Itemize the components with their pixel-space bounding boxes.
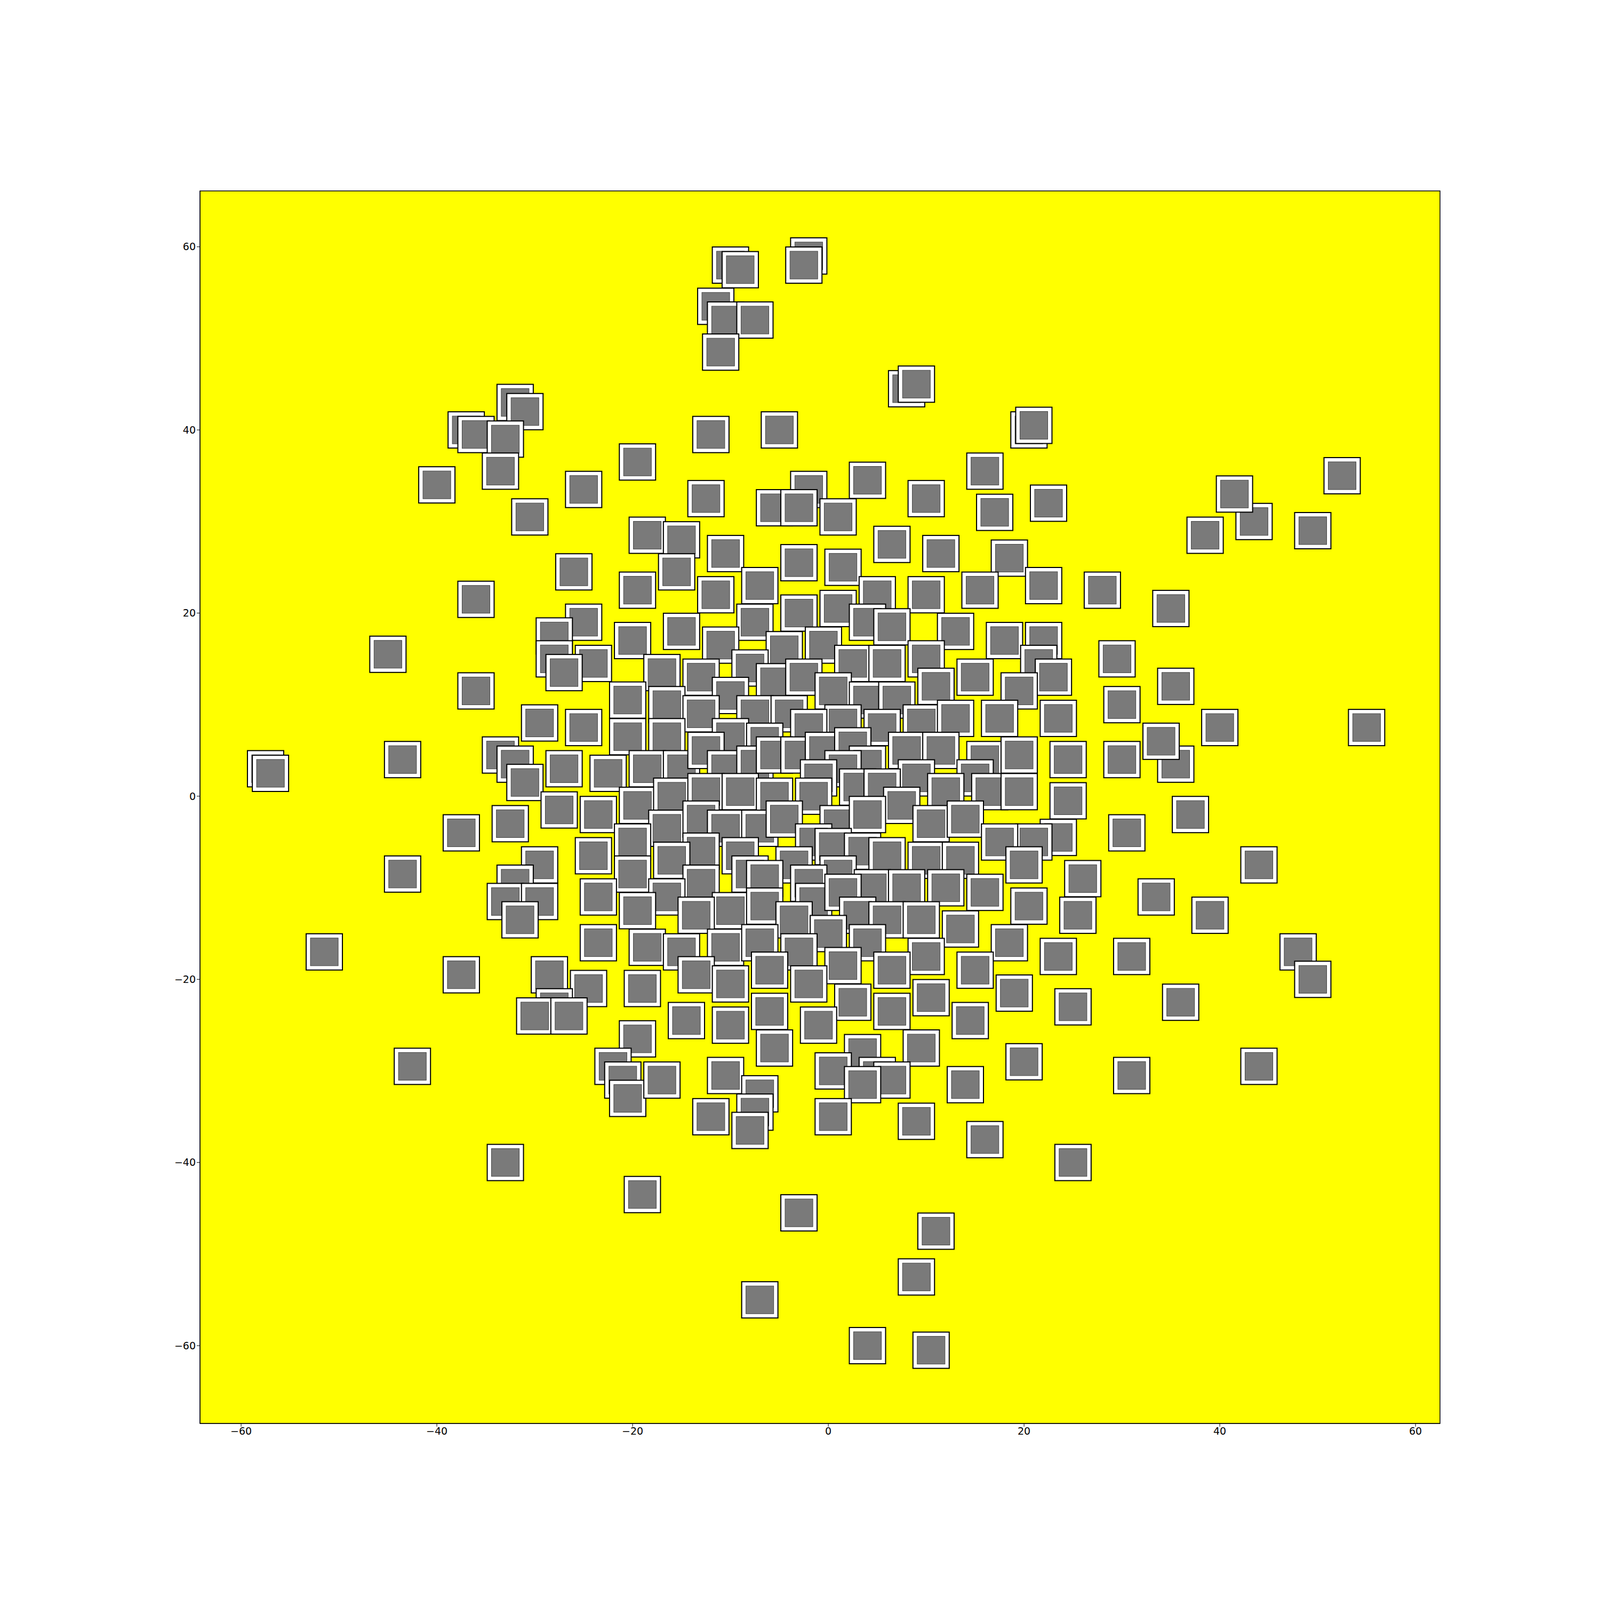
svg-text:40: 40 <box>182 424 196 436</box>
svg-text:−20: −20 <box>621 1425 644 1437</box>
svg-text:−60: −60 <box>174 1339 196 1352</box>
svg-text:20: 20 <box>1017 1425 1031 1437</box>
svg-text:60: 60 <box>1409 1425 1422 1437</box>
svg-text:20: 20 <box>182 606 196 619</box>
svg-text:−20: −20 <box>174 973 196 986</box>
svg-text:60: 60 <box>182 240 196 253</box>
svg-text:−40: −40 <box>426 1425 448 1437</box>
svg-text:0: 0 <box>189 790 196 803</box>
svg-text:−60: −60 <box>230 1425 252 1437</box>
svg-text:−40: −40 <box>174 1156 196 1168</box>
svg-text:40: 40 <box>1213 1425 1227 1437</box>
svg-text:0: 0 <box>825 1425 832 1437</box>
